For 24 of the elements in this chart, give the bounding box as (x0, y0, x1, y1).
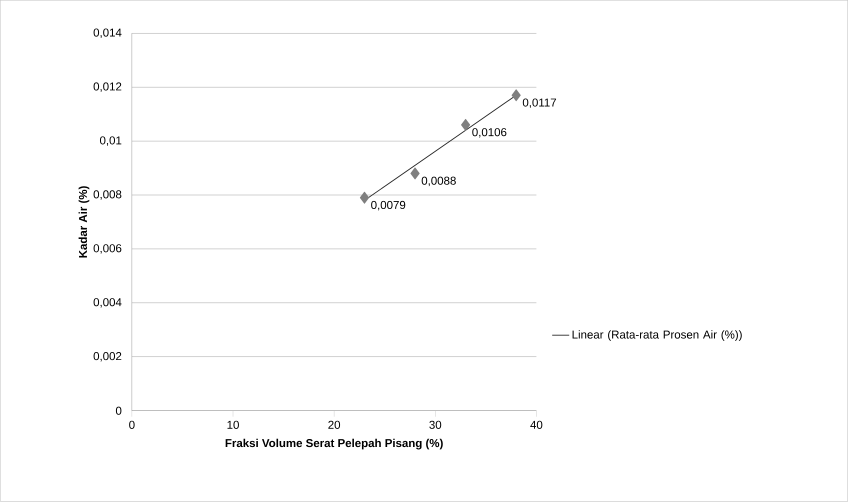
y-tick-label: 0,012 (94, 82, 122, 92)
y-tick-label: 0 (116, 406, 122, 416)
point (410, 168, 420, 180)
y-tick-label: 0,014 (94, 28, 122, 38)
data-label: 0,0079 (371, 201, 406, 211)
y-tick-label: 0,008 (94, 190, 122, 200)
point (360, 192, 370, 204)
data-label: 0,0088 (422, 176, 456, 186)
data-label: 0,0117 (522, 98, 556, 108)
point (512, 90, 521, 102)
y-tick-label: 0,004 (94, 298, 122, 308)
y-tick-label: 0,002 (94, 352, 122, 362)
data-label: 0,0106 (472, 128, 506, 138)
x-tick-label: 10 (228, 420, 239, 430)
y-axis-title: Kadar Air (%) (78, 186, 90, 258)
y-tick-label: 0,01 (100, 136, 122, 146)
legend-label: Linear (Rata-rata Prosen Air (%)) (572, 330, 742, 342)
x-tick-label: 30 (429, 420, 442, 430)
x-axis-title: Fraksi Volume Serat Pelepah Pisang (%) (226, 438, 443, 450)
x-tick-label: 0 (129, 420, 135, 430)
x-tick-label: 20 (328, 420, 340, 430)
point (461, 119, 470, 132)
y-tick-label: 0,006 (94, 244, 122, 254)
x-tick-label: 40 (530, 420, 542, 430)
